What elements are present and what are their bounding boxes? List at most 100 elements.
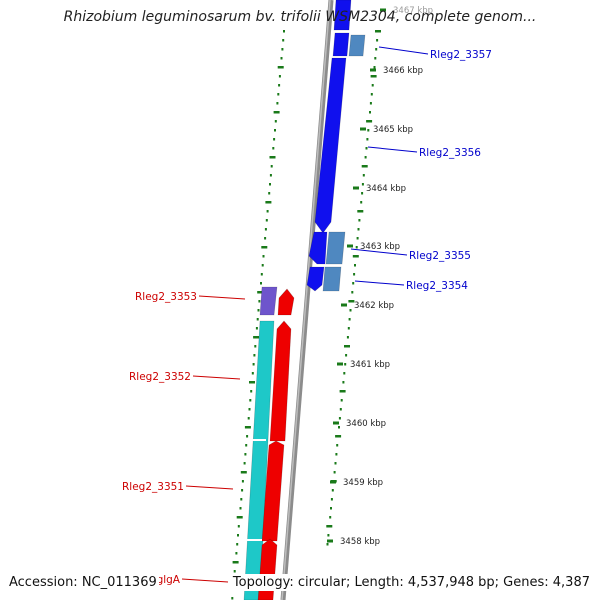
gc-tick	[248, 408, 251, 411]
gc-tick	[361, 183, 364, 186]
gc-tick	[367, 129, 370, 132]
gc-tick	[334, 462, 337, 465]
gene-label-reverse: Rleg2_3351	[122, 481, 184, 493]
gene-label-leader	[198, 295, 246, 300]
gc-tick	[339, 408, 342, 411]
gc-tick	[253, 354, 256, 357]
gc-tick	[356, 237, 359, 240]
gene-label-reverse: Rleg2_3353	[135, 291, 197, 303]
gc-tick	[273, 111, 280, 114]
gc-tick	[360, 201, 363, 204]
gene-rleg2-3356	[314, 57, 347, 234]
gc-tick	[256, 318, 259, 321]
gc-tick	[335, 453, 338, 456]
gc-tick	[375, 48, 378, 51]
gc-tick	[251, 372, 254, 375]
gene-label-forward: Rleg2_3357	[430, 49, 492, 61]
gc-tick	[346, 336, 349, 339]
gc-tick	[366, 120, 373, 123]
gc-tick	[282, 39, 285, 42]
gene-label-leader	[378, 46, 429, 55]
gc-tick	[249, 381, 255, 384]
gc-tick	[252, 363, 255, 366]
gc-tick	[283, 30, 285, 33]
gc-tick	[268, 192, 271, 195]
gc-tick	[339, 390, 346, 393]
gc-tick	[352, 255, 359, 258]
gene-rleg2-3357-steel	[348, 34, 366, 57]
gc-tick	[326, 525, 333, 528]
gc-tick	[344, 345, 350, 348]
gc-tick	[269, 156, 276, 159]
gc-tick	[375, 30, 381, 33]
gene-label-leader	[367, 146, 418, 153]
gc-tick	[261, 246, 268, 249]
gc-tick	[336, 444, 339, 447]
gc-tick	[254, 345, 257, 348]
gc-tick	[349, 309, 352, 312]
gc-tick	[347, 327, 350, 330]
scale-tick-label: 3458 kbp	[340, 537, 380, 547]
gc-tick	[370, 75, 377, 78]
gene-rleg2-3351	[261, 440, 285, 542]
gene-label-leader	[354, 280, 405, 286]
gc-tick	[355, 246, 358, 249]
gc-tick	[335, 435, 342, 438]
scale-tick-label: 3460 kbp	[346, 419, 386, 429]
gc-tick	[272, 147, 275, 150]
gc-tick	[261, 264, 264, 267]
gc-tick	[369, 111, 371, 114]
scale-tick-label: 3465 kbp	[373, 125, 413, 135]
gene-label-forward: Rleg2_3354	[406, 280, 468, 292]
gc-tick	[244, 453, 247, 456]
gene-label-forward: Rleg2_3355	[409, 250, 471, 262]
gc-tick	[369, 102, 372, 105]
gc-tick	[277, 93, 280, 96]
map-title: Rhizobium leguminosarum bv. trifolii WSM…	[63, 9, 537, 25]
gc-tick	[235, 552, 238, 555]
gc-tick	[274, 129, 276, 132]
scale-tick-mark	[360, 127, 366, 131]
gc-tick	[231, 597, 234, 600]
gc-tick	[371, 84, 374, 87]
scale-tick-label: 3462 kbp	[354, 301, 394, 311]
topology-text: Topology: circular; Length: 4,537,948 bp…	[230, 574, 592, 591]
accession-text: Accession: NC_011369	[7, 574, 159, 591]
gc-tick	[239, 507, 242, 510]
scale-tick-mark	[341, 303, 347, 307]
scale-tick-label: 3463 kbp	[360, 242, 400, 252]
gc-tick	[244, 426, 251, 429]
scale-tick-mark	[380, 8, 386, 12]
gc-tick	[236, 516, 243, 519]
gc-tick	[340, 399, 343, 402]
gc-tick	[362, 174, 365, 177]
gc-tick	[240, 471, 247, 474]
gc-tick	[330, 507, 332, 510]
gc-tick	[280, 57, 283, 60]
gene-rleg2-3352	[269, 320, 292, 442]
gc-tick	[243, 462, 246, 465]
gc-tick	[278, 84, 281, 87]
scale-tick-mark	[330, 480, 336, 484]
gc-tick	[357, 210, 364, 213]
gc-tick	[364, 156, 367, 159]
gc-tick	[361, 192, 364, 195]
gc-tick	[342, 381, 345, 384]
scale-tick-mark	[347, 244, 353, 248]
kbp-scale: 3467 kbp 3466 kbp 3465 kbp 3464 kbp 3463 kbp…	[327, 6, 433, 547]
gc-tick	[241, 480, 244, 483]
gc-tick	[326, 543, 329, 546]
genome-backbone-highlight	[281, 0, 331, 601]
gene-labels: Rleg2_3357 Rleg2_3356 Rleg2_3355 Rleg2_3354…	[122, 46, 492, 586]
scale-tick-mark	[353, 186, 359, 190]
gc-tick	[264, 228, 267, 231]
gc-tick	[278, 75, 281, 78]
gc-tick	[366, 138, 369, 141]
gc-tick	[237, 534, 239, 537]
gene-label-leader	[185, 485, 234, 490]
gc-tick	[354, 264, 356, 267]
gc-tick	[233, 570, 236, 573]
gc-tick	[237, 525, 240, 528]
gc-tick	[333, 471, 336, 474]
gc-tick	[260, 273, 263, 276]
